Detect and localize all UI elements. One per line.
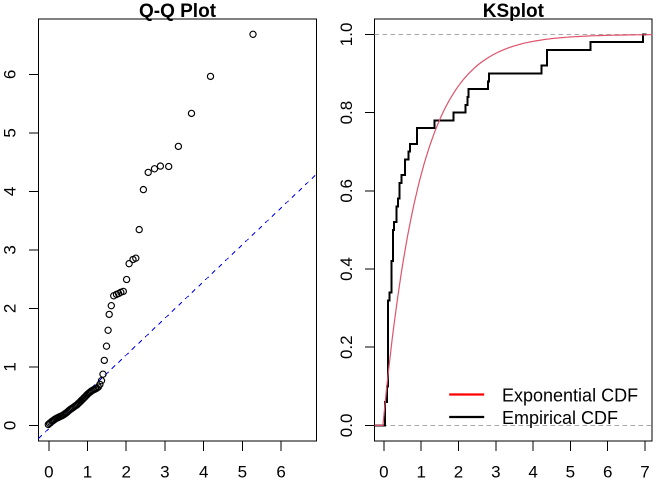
svg-text:1: 1: [1, 362, 20, 371]
svg-text:2: 2: [1, 304, 20, 313]
svg-text:4: 4: [199, 463, 208, 480]
svg-text:0: 0: [44, 463, 53, 480]
svg-text:1: 1: [416, 463, 425, 480]
svg-text:0: 0: [379, 463, 388, 480]
svg-text:5: 5: [238, 463, 247, 480]
svg-text:4: 4: [528, 463, 537, 480]
svg-text:0.2: 0.2: [337, 335, 356, 359]
svg-text:KSplot: KSplot: [483, 1, 545, 22]
svg-text:6: 6: [276, 463, 285, 480]
svg-text:1.0: 1.0: [337, 23, 356, 47]
svg-text:0.0: 0.0: [337, 414, 356, 438]
svg-text:0.4: 0.4: [337, 257, 356, 281]
svg-text:1: 1: [83, 463, 92, 480]
svg-text:7: 7: [640, 463, 649, 480]
svg-text:3: 3: [1, 245, 20, 254]
svg-text:6: 6: [603, 463, 612, 480]
svg-text:Q-Q Plot: Q-Q Plot: [139, 1, 217, 22]
svg-text:Exponential CDF: Exponential CDF: [502, 385, 638, 405]
svg-text:2: 2: [121, 463, 130, 480]
svg-text:3: 3: [160, 463, 169, 480]
svg-text:3: 3: [491, 463, 500, 480]
svg-text:0: 0: [1, 421, 20, 430]
svg-text:Empirical CDF: Empirical CDF: [502, 408, 618, 428]
svg-text:4: 4: [1, 187, 20, 196]
svg-text:0.8: 0.8: [337, 101, 356, 125]
svg-text:5: 5: [566, 463, 575, 480]
svg-text:5: 5: [1, 128, 20, 137]
svg-text:2: 2: [454, 463, 463, 480]
svg-text:0.6: 0.6: [337, 179, 356, 203]
svg-text:6: 6: [1, 70, 20, 79]
